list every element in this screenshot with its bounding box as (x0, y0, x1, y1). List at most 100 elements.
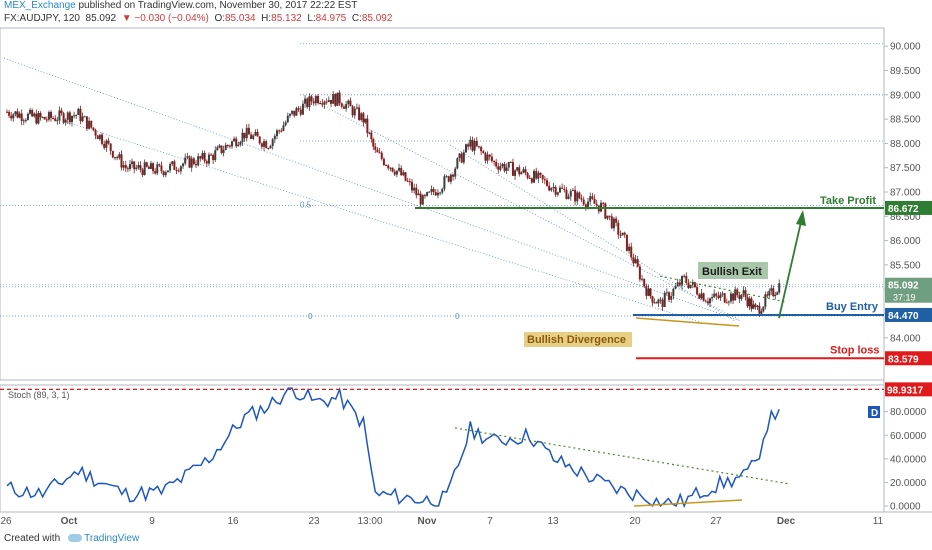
candle-body (758, 305, 761, 314)
candle-body (64, 119, 67, 123)
candle-body (56, 120, 59, 122)
candle-body (314, 96, 317, 104)
candle-body (715, 293, 718, 296)
candle-body (380, 152, 383, 159)
candle-body (689, 285, 692, 288)
candle-body (591, 196, 594, 199)
candle-body (766, 294, 769, 296)
bar-timer: 37:19 (893, 293, 916, 303)
candle-body (657, 299, 660, 304)
candle-body (50, 112, 53, 119)
candle-body (750, 298, 753, 309)
candle-body (426, 192, 429, 196)
candle-body (734, 289, 737, 301)
candle-body (756, 305, 759, 307)
candle-body (190, 158, 193, 168)
wedge-upper-line (659, 275, 787, 303)
candle-body (687, 283, 690, 288)
candle-body (778, 283, 781, 293)
candle-body (73, 115, 76, 117)
bullish-divergence-label: Bullish Divergence (527, 334, 626, 346)
candle-body (752, 304, 755, 309)
candle-body (45, 119, 48, 121)
candle-body (615, 218, 618, 223)
candle-body (732, 293, 735, 301)
candle-body (310, 96, 313, 102)
candle-body (284, 122, 287, 126)
candle-body (676, 282, 679, 287)
candle-body (216, 147, 219, 151)
candle-body (725, 302, 728, 304)
price-pane[interactable] (0, 27, 885, 381)
candle-body (60, 110, 63, 114)
candle-body (124, 165, 127, 169)
candle-body (436, 192, 439, 196)
candle-body (634, 259, 637, 264)
candle-body (389, 167, 392, 169)
candle-body (727, 301, 730, 303)
candle-body (158, 164, 161, 166)
candle-body (632, 257, 635, 264)
candle-body (254, 131, 257, 136)
take-profit-badge-value: 86.672 (888, 204, 919, 215)
last-price: 85.092 (85, 13, 117, 24)
candle-body (539, 172, 542, 175)
candle-body (205, 161, 208, 164)
candle-body (477, 146, 480, 148)
candle-body (748, 298, 751, 307)
candle-body (391, 167, 394, 172)
candle-body (772, 288, 775, 297)
candle-body (222, 150, 225, 153)
candle-body (706, 301, 709, 304)
candle-body (353, 108, 356, 116)
stoch-badge[interactable] (868, 406, 880, 418)
candle-body (66, 112, 69, 120)
candle-body (366, 118, 369, 133)
candle-body (336, 92, 339, 106)
candle-body (469, 139, 472, 147)
candle-body (641, 278, 644, 280)
candle-body (480, 147, 483, 152)
candle-body (382, 158, 385, 165)
candle-body (241, 132, 244, 143)
candle-body (432, 189, 435, 193)
candle-body (43, 117, 46, 120)
candle-body (762, 306, 765, 312)
candle-body (58, 110, 61, 121)
candle-body (286, 115, 289, 123)
stoch-tick-label: 60.0000 (890, 431, 927, 442)
candle-body (582, 199, 585, 205)
candle-body (308, 96, 311, 108)
candle-body (738, 295, 741, 299)
candle-body (717, 295, 720, 298)
close-value: 85.092 (361, 13, 393, 24)
candle-body (39, 113, 42, 118)
candle-body (661, 299, 664, 307)
candle-body (334, 93, 337, 106)
candle-body (301, 103, 304, 115)
candle-body (299, 109, 302, 115)
tradingview-link[interactable]: TradingView (84, 533, 140, 544)
tradingview-logo-icon (68, 534, 83, 542)
candle-body (252, 135, 255, 139)
candle-body (256, 131, 259, 137)
candle-body (552, 186, 555, 189)
candle-body (184, 157, 187, 164)
candle-body (141, 169, 144, 175)
candle-body (143, 162, 146, 175)
price-tick-label: 87.000 (890, 188, 921, 199)
candle-body (201, 153, 204, 159)
candle-body (554, 186, 557, 195)
candle-body (518, 167, 521, 175)
candle-body (96, 135, 99, 140)
candle-body (449, 174, 452, 182)
price-tick-label: 86.500 (890, 212, 921, 223)
candle-body (770, 288, 773, 291)
candle-body (8, 111, 11, 116)
author-link[interactable]: MEX_Exchange (4, 0, 76, 11)
candle-body (192, 158, 195, 165)
candle-body (164, 172, 167, 176)
candle-body (653, 302, 656, 304)
buy-entry-badge-value: 84.470 (888, 311, 919, 322)
